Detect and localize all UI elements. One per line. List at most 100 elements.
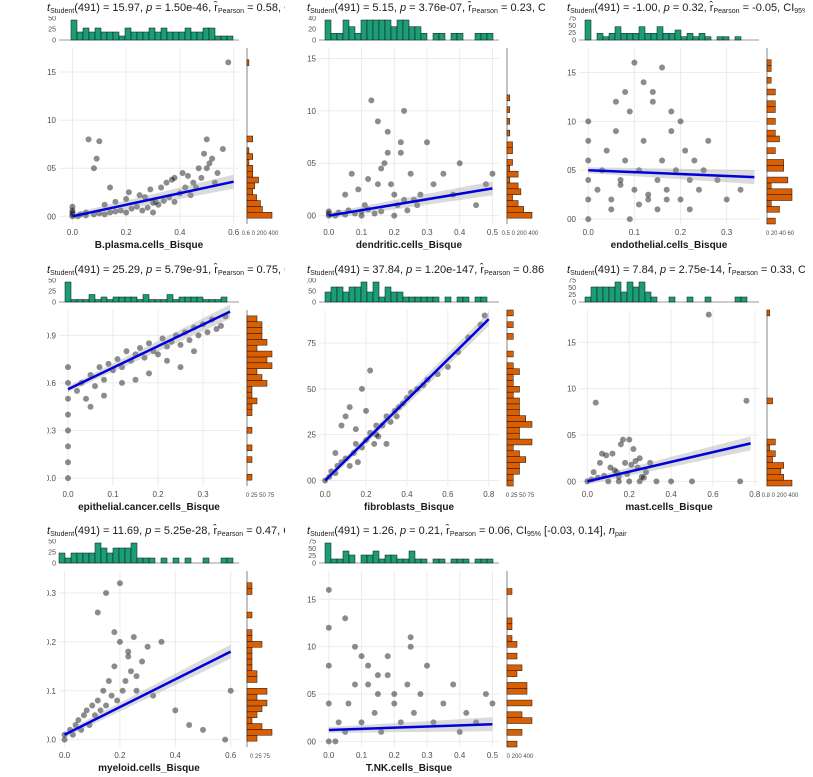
data-point	[83, 395, 89, 402]
top-hist-tick-label: 0	[52, 38, 56, 45]
data-point	[116, 638, 123, 645]
stats-header: tStudent(491) = 11.69, p = 5.25e-28, r̂P…	[47, 525, 285, 538]
data-point	[85, 136, 92, 143]
y-tick-label: 0.10	[567, 117, 577, 126]
x-tick-label: 0.2	[114, 751, 126, 760]
top-hist-tick-label: 75	[568, 278, 576, 285]
data-point	[352, 440, 359, 447]
data-point	[737, 478, 744, 485]
confidence-band	[328, 181, 493, 219]
data-point	[119, 379, 125, 386]
y-tick-label: 0.05	[47, 164, 57, 173]
top-hist-bar	[626, 281, 634, 303]
x-tick-label: 0.0	[323, 228, 335, 237]
top-hist-bar	[456, 296, 464, 303]
data-point	[206, 160, 213, 167]
top-hist-bar	[366, 554, 374, 564]
right-hist-bar	[506, 200, 519, 207]
right-hist-bar	[766, 438, 776, 446]
data-point	[111, 663, 118, 670]
right-hist-bar	[246, 165, 254, 172]
top-hist-bar	[330, 286, 338, 303]
right-histogram	[246, 310, 273, 486]
data-point	[365, 175, 372, 182]
right-hist-bar	[246, 153, 254, 160]
data-point	[663, 196, 670, 203]
data-point	[325, 208, 332, 215]
data-point	[663, 186, 670, 193]
y-tick-label: 0.9	[47, 331, 57, 340]
stats-header: tStudent(491) = 15.97, p = 1.50e-46, r̂P…	[47, 2, 285, 15]
top-hist-bar	[396, 291, 404, 303]
top-hist-bar	[330, 558, 338, 564]
x-tick-label: 0.2	[152, 490, 164, 499]
panel-svg: myeloid.cells_Bayes20.00.10.20.30.00.20.…	[47, 539, 273, 774]
top-hist-bar	[220, 557, 228, 564]
top-hist-bar	[722, 36, 730, 41]
data-point	[352, 681, 358, 688]
right-histogram	[506, 48, 533, 224]
data-point	[607, 464, 614, 471]
right-hist-bar	[246, 588, 253, 595]
top-hist-bar	[136, 299, 144, 303]
data-point	[640, 137, 647, 144]
data-point	[195, 165, 202, 172]
data-point	[705, 311, 712, 318]
data-point	[87, 403, 94, 410]
data-point	[677, 118, 684, 125]
top-hist-bar	[432, 33, 440, 41]
data-point	[105, 360, 112, 367]
top-hist-tick-label: 75	[568, 16, 576, 23]
data-point	[184, 172, 191, 179]
right-histogram	[506, 309, 533, 487]
top-hist-bar	[432, 558, 440, 564]
right-hist-bar	[246, 723, 263, 730]
data-point	[69, 731, 76, 738]
top-hist-bar	[420, 33, 428, 41]
data-point	[384, 149, 391, 156]
data-point	[659, 64, 666, 71]
pearson-r: = 0.47,	[243, 525, 284, 537]
right-hist-bar	[506, 474, 514, 481]
data-point	[65, 475, 71, 482]
right-hist-bar	[506, 427, 520, 434]
right-hist-bar	[246, 444, 253, 452]
data-point	[387, 418, 394, 425]
data-point	[391, 691, 398, 698]
x-axis-label: mast.cells_Bisque	[625, 502, 713, 513]
top-hist-bar	[644, 33, 652, 41]
data-point	[144, 204, 151, 211]
top-hist-bar	[64, 557, 72, 564]
data-point	[101, 376, 107, 383]
pearson-r: = 0.33,	[757, 264, 798, 276]
data-point	[65, 427, 71, 434]
data-point	[150, 199, 157, 206]
data-point	[100, 687, 107, 694]
data-point	[198, 174, 205, 181]
data-point	[668, 128, 675, 135]
data-point	[378, 165, 385, 172]
p-value: = 2.75e-14,	[666, 264, 729, 276]
right-hist-bar	[506, 106, 511, 113]
top-hist-bar	[384, 286, 392, 303]
right-hist-bar	[246, 315, 258, 322]
right-histogram	[506, 571, 533, 748]
data-point	[177, 364, 184, 371]
top-hist-bar	[160, 299, 168, 303]
confidence-interval: [-0.03, 0.14],	[540, 525, 609, 537]
top-hist-bar	[402, 19, 410, 41]
top-hist-bar	[674, 29, 682, 41]
data-point	[444, 363, 451, 370]
data-point	[608, 206, 615, 213]
t-statistic: (491) = 11.69,	[74, 525, 146, 537]
data-point	[141, 194, 148, 201]
right-hist-bar	[506, 456, 526, 463]
top-hist-bar	[112, 296, 120, 303]
data-point	[649, 89, 656, 95]
right-hist-bar	[246, 344, 258, 352]
right-hist-bar	[506, 350, 514, 358]
data-point	[144, 643, 151, 650]
data-point	[414, 202, 421, 209]
right-hist-tick-label: 0 20 40 60	[766, 231, 795, 237]
